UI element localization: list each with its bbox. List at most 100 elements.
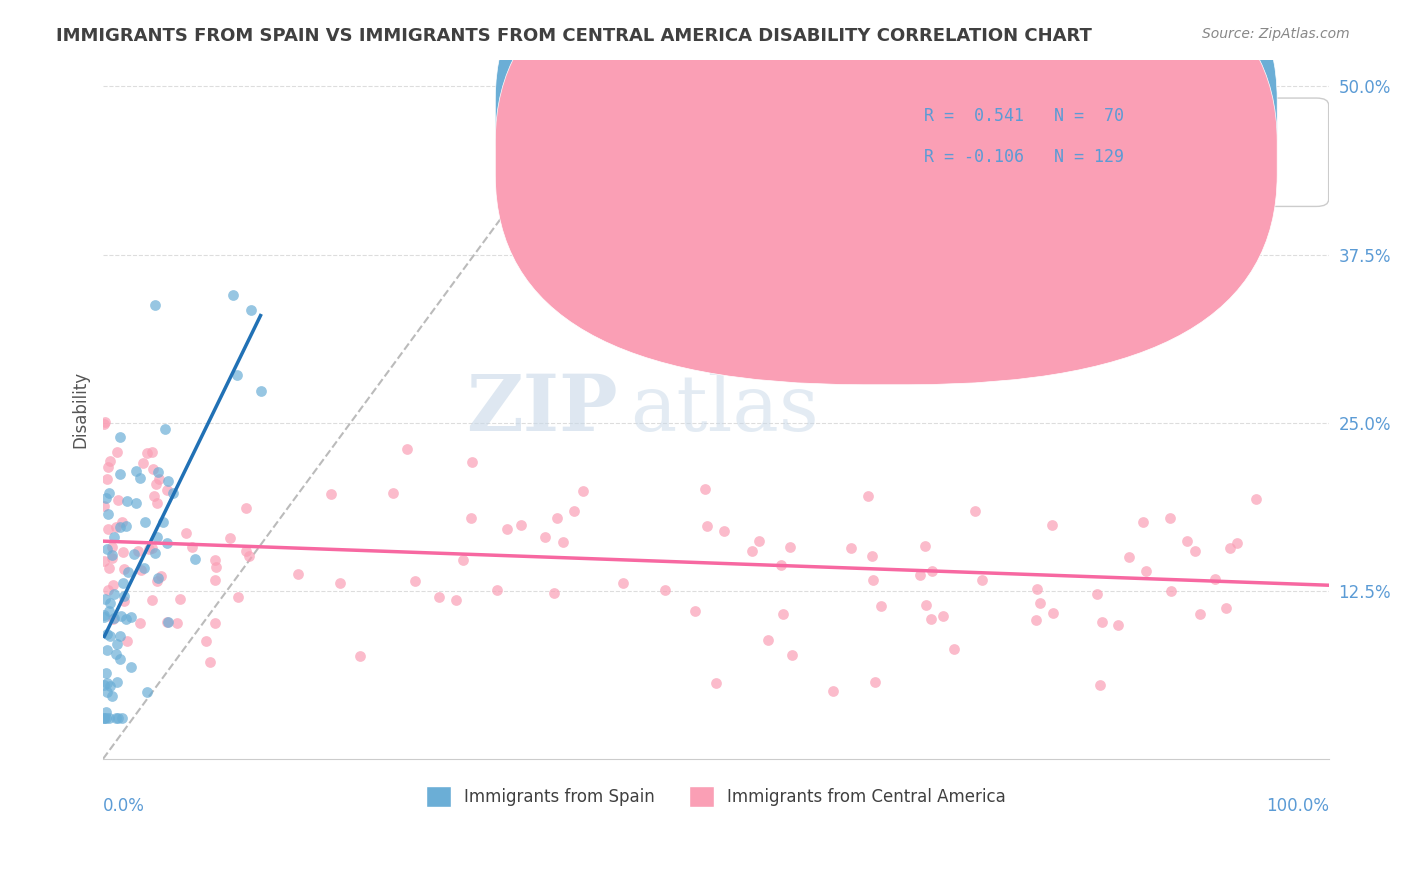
Point (862, 573, 884, 587)
Point (706, 676, 728, 690)
Point (129, 616, 152, 631)
Point (562, 504, 585, 518)
Point (572, 483, 595, 498)
Point (1226, 535, 1249, 549)
Point (105, 637, 128, 651)
Point (162, 486, 184, 500)
Point (94, 591, 117, 606)
Point (98, 485, 121, 500)
Point (222, 287, 245, 301)
Point (148, 465, 170, 479)
Point (145, 530, 167, 544)
Point (238, 549, 260, 564)
Point (239, 303, 262, 318)
Point (111, 515, 134, 529)
Point (146, 572, 169, 586)
Point (779, 540, 801, 554)
Point (145, 477, 167, 491)
Point (146, 574, 169, 588)
Point (129, 563, 152, 577)
Point (136, 685, 159, 699)
Point (122, 547, 145, 561)
Point (103, 587, 125, 601)
Point (97, 582, 120, 597)
Point (97, 522, 120, 536)
Point (970, 574, 993, 588)
Point (112, 545, 135, 559)
Point (1107, 618, 1129, 632)
Point (152, 515, 174, 529)
Point (543, 585, 565, 599)
Point (120, 610, 142, 624)
Point (226, 368, 249, 382)
Point (149, 569, 172, 583)
Point (495, 522, 517, 536)
Point (105, 711, 128, 725)
Point (138, 541, 160, 556)
Point (98, 711, 121, 725)
Point (112, 575, 135, 590)
Point (148, 472, 170, 486)
Point (198, 655, 221, 669)
Point (856, 489, 879, 503)
Point (93, 607, 115, 622)
Point (93, 499, 115, 513)
Y-axis label: Disability: Disability (72, 371, 89, 448)
Point (100, 454, 122, 468)
Point (97, 459, 120, 474)
Point (460, 510, 482, 524)
Point (683, 604, 706, 618)
Point (510, 518, 533, 533)
Point (965, 504, 987, 518)
Point (156, 615, 179, 630)
Point (155, 615, 177, 630)
Point (93, 610, 115, 624)
Point (132, 456, 155, 470)
Point (110, 467, 132, 482)
Point (404, 574, 426, 589)
Point (1204, 572, 1226, 586)
Point (748, 533, 770, 548)
Text: atlas: atlas (630, 371, 818, 447)
Point (756, 633, 779, 648)
Point (156, 483, 179, 498)
Point (1215, 601, 1237, 615)
Point (180, 540, 202, 554)
Point (1244, 492, 1267, 507)
Point (156, 535, 179, 549)
Point (134, 561, 156, 575)
Point (143, 546, 166, 560)
Point (932, 608, 955, 623)
Point (103, 612, 125, 626)
Point (98, 560, 121, 574)
Point (112, 562, 135, 576)
Point (486, 582, 509, 597)
Point (1088, 678, 1111, 692)
Point (96, 472, 118, 486)
Point (546, 510, 568, 524)
Point (101, 577, 124, 591)
Point (107, 711, 129, 725)
Point (104, 520, 127, 534)
Point (153, 422, 176, 436)
Point (108, 520, 131, 534)
Point (142, 489, 165, 503)
Point (97, 604, 120, 618)
Point (914, 539, 936, 553)
Point (96, 711, 118, 725)
Text: R =  0.541   N =  70: R = 0.541 N = 70 (924, 106, 1125, 125)
Text: IMMIGRANTS FROM SPAIN VS IMMIGRANTS FROM CENTRAL AMERICA DISABILITY CORRELATION : IMMIGRANTS FROM SPAIN VS IMMIGRANTS FROM… (56, 27, 1092, 45)
Point (319, 487, 342, 501)
Point (114, 612, 136, 626)
Point (96, 675, 118, 690)
Legend: Immigrants from Spain, Immigrants from Central America: Immigrants from Spain, Immigrants from C… (419, 780, 1012, 814)
Point (108, 430, 131, 444)
Point (841, 541, 863, 555)
Point (1118, 549, 1140, 564)
Point (98, 629, 121, 643)
Point (110, 609, 132, 624)
Point (920, 612, 942, 626)
Point (427, 590, 450, 604)
Point (235, 501, 257, 516)
Point (741, 543, 763, 558)
